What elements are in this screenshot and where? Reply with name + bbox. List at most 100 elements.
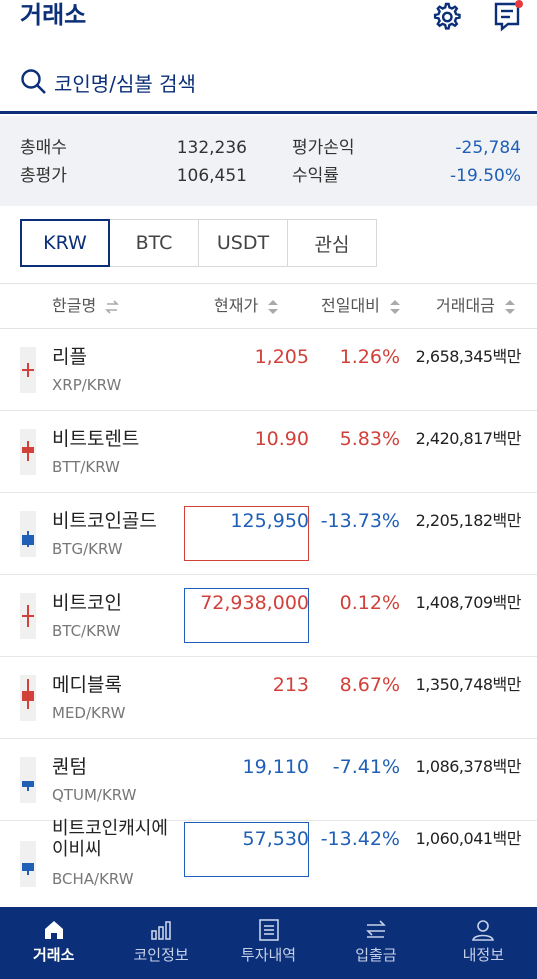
coin-name: 퀀텀	[52, 756, 87, 778]
mini-candle-icon	[20, 347, 36, 393]
sort-by-volume[interactable]: 거래대금	[436, 296, 517, 316]
sort-by-price[interactable]: 현재가	[214, 296, 280, 316]
coin-change: 1.26%	[339, 346, 400, 368]
return-label: 수익률	[292, 166, 339, 186]
nav-label: 입출금	[355, 946, 397, 964]
coin-name-line2: 이비씨	[52, 839, 102, 860]
nav-coin-info[interactable]: 코인정보	[107, 907, 214, 979]
search-input[interactable]: 코인명/심볼 검색	[54, 72, 196, 96]
coin-change: 8.67%	[339, 674, 400, 696]
coin-name: 메디블록	[52, 674, 122, 696]
nav-label: 거래소	[33, 946, 75, 964]
sort-icon	[268, 299, 279, 314]
coin-symbol: BCHA/KRW	[52, 870, 134, 888]
price-tick-highlight	[184, 506, 309, 561]
coin-price: 125,950	[230, 510, 309, 532]
sort-by-change[interactable]: 전일대비	[321, 296, 402, 316]
coin-name: 비트코인	[52, 592, 122, 614]
coin-name: 비트코인골드	[52, 510, 157, 532]
total-eval-value: 106,451	[176, 166, 247, 186]
gear-icon[interactable]	[429, 0, 463, 34]
mini-candle-icon	[20, 593, 36, 639]
column-volume-label: 거래대금	[436, 296, 495, 315]
coin-price: 10.90	[254, 428, 309, 450]
sort-icon	[389, 299, 400, 314]
tab-krw[interactable]: KRW	[20, 219, 110, 267]
coin-row-btc[interactable]: 비트코인 BTC/KRW 72,938,000 0.12% 1,408,709백…	[0, 575, 537, 657]
nav-label: 투자내역	[240, 946, 297, 964]
coin-list: 리플 XRP/KRW 1,205 1.26% 2,658,345백만 비트토렌트…	[0, 329, 537, 909]
nav-label: 내정보	[462, 946, 505, 964]
list-column-header: 한글명 현재가 전일대비 거래대금	[0, 283, 537, 329]
coin-symbol: XRP/KRW	[52, 376, 122, 394]
coin-row-med[interactable]: 메디블록 MED/KRW 213 8.67% 1,350,748백만	[0, 657, 537, 739]
nav-investments[interactable]: 투자내역	[215, 907, 322, 979]
market-tabs: KRW BTC USDT 관심	[20, 219, 377, 267]
coin-name: 리플	[52, 346, 87, 368]
app-header: 거래소	[0, 0, 537, 44]
coin-volume: 2,420,817백만	[415, 429, 522, 448]
coin-change: 5.83%	[339, 428, 400, 450]
tab-favorites[interactable]: 관심	[287, 219, 377, 267]
coin-row-qtum[interactable]: 퀀텀 QTUM/KRW 19,110 -7.41% 1,086,378백만	[0, 739, 537, 821]
coin-price: 1,205	[254, 346, 309, 368]
transfer-icon	[365, 920, 386, 938]
coin-volume: 1,086,378백만	[415, 757, 522, 776]
search-icon	[21, 69, 46, 94]
page-title: 거래소	[20, 1, 87, 29]
nav-deposit-withdraw[interactable]: 입출금	[322, 907, 429, 979]
coin-symbol: QTUM/KRW	[52, 786, 137, 804]
coin-name-line1: 비트코인캐시에	[52, 818, 168, 839]
coin-volume: 1,060,041백만	[415, 829, 522, 848]
coin-row-btg[interactable]: 비트코인골드 BTG/KRW 125,950 -13.73% 2,205,182…	[0, 493, 537, 575]
coin-price: 72,938,000	[200, 592, 309, 614]
bottom-nav: 거래소 코인정보 투자내역	[0, 907, 537, 979]
mini-candle-icon	[20, 675, 36, 721]
nav-exchange[interactable]: 거래소	[0, 907, 107, 979]
mini-candle-icon	[20, 841, 36, 887]
mini-candle-icon	[20, 429, 36, 475]
coin-price: 19,110	[242, 756, 309, 778]
mini-candle-icon	[20, 757, 36, 803]
coin-volume: 2,205,182백만	[415, 511, 522, 530]
search-bar[interactable]: 코인명/심볼 검색	[0, 54, 537, 114]
column-price-label: 현재가	[214, 296, 259, 315]
home-icon	[44, 921, 63, 939]
nav-label: 코인정보	[133, 946, 189, 964]
coin-change: -13.42%	[320, 828, 400, 850]
coin-price: 57,530	[242, 828, 309, 850]
total-buy-value: 132,236	[176, 138, 247, 158]
tab-btc[interactable]: BTC	[109, 219, 199, 267]
coin-symbol: MED/KRW	[52, 704, 126, 722]
coin-name: 비트코인캐시에 이비씨	[52, 818, 168, 860]
notification-dot	[515, 0, 523, 8]
coin-row-btt[interactable]: 비트토렌트 BTT/KRW 10.90 5.83% 2,420,817백만	[0, 411, 537, 493]
mini-candle-icon	[20, 511, 36, 557]
coin-symbol: BTG/KRW	[52, 540, 123, 558]
tab-usdt[interactable]: USDT	[198, 219, 288, 267]
total-buy-label: 총매수	[20, 138, 67, 158]
price-tick-highlight	[184, 822, 309, 877]
document-icon	[258, 919, 279, 941]
coin-volume: 1,350,748백만	[415, 675, 522, 694]
coin-change: -7.41%	[332, 756, 400, 778]
coin-row-xrp[interactable]: 리플 XRP/KRW 1,205 1.26% 2,658,345백만	[0, 329, 537, 411]
sort-icon	[504, 299, 515, 314]
price-tick-highlight	[184, 588, 309, 643]
return-value: -19.50%	[450, 166, 521, 186]
column-name-label: 한글명	[52, 296, 97, 315]
sort-by-name[interactable]: 한글명	[52, 296, 120, 316]
coin-symbol: BTC/KRW	[52, 622, 121, 640]
user-icon	[472, 920, 495, 941]
coin-volume: 1,408,709백만	[415, 593, 522, 612]
portfolio-summary: 총매수 132,236 총평가 106,451 평가손익 -25,784 수익률…	[0, 116, 537, 206]
total-eval-label: 총평가	[20, 166, 67, 186]
swap-sort-icon	[105, 299, 120, 314]
nav-my-info[interactable]: 내정보	[430, 907, 537, 979]
pnl-label: 평가손익	[292, 138, 355, 158]
coin-row-bcha[interactable]: 비트코인캐시에 이비씨 BCHA/KRW 57,530 -13.42% 1,06…	[0, 818, 537, 909]
coin-change: -13.73%	[320, 510, 400, 532]
coin-symbol: BTT/KRW	[52, 458, 120, 476]
coin-change: 0.12%	[339, 592, 400, 614]
coin-price: 213	[272, 674, 309, 696]
